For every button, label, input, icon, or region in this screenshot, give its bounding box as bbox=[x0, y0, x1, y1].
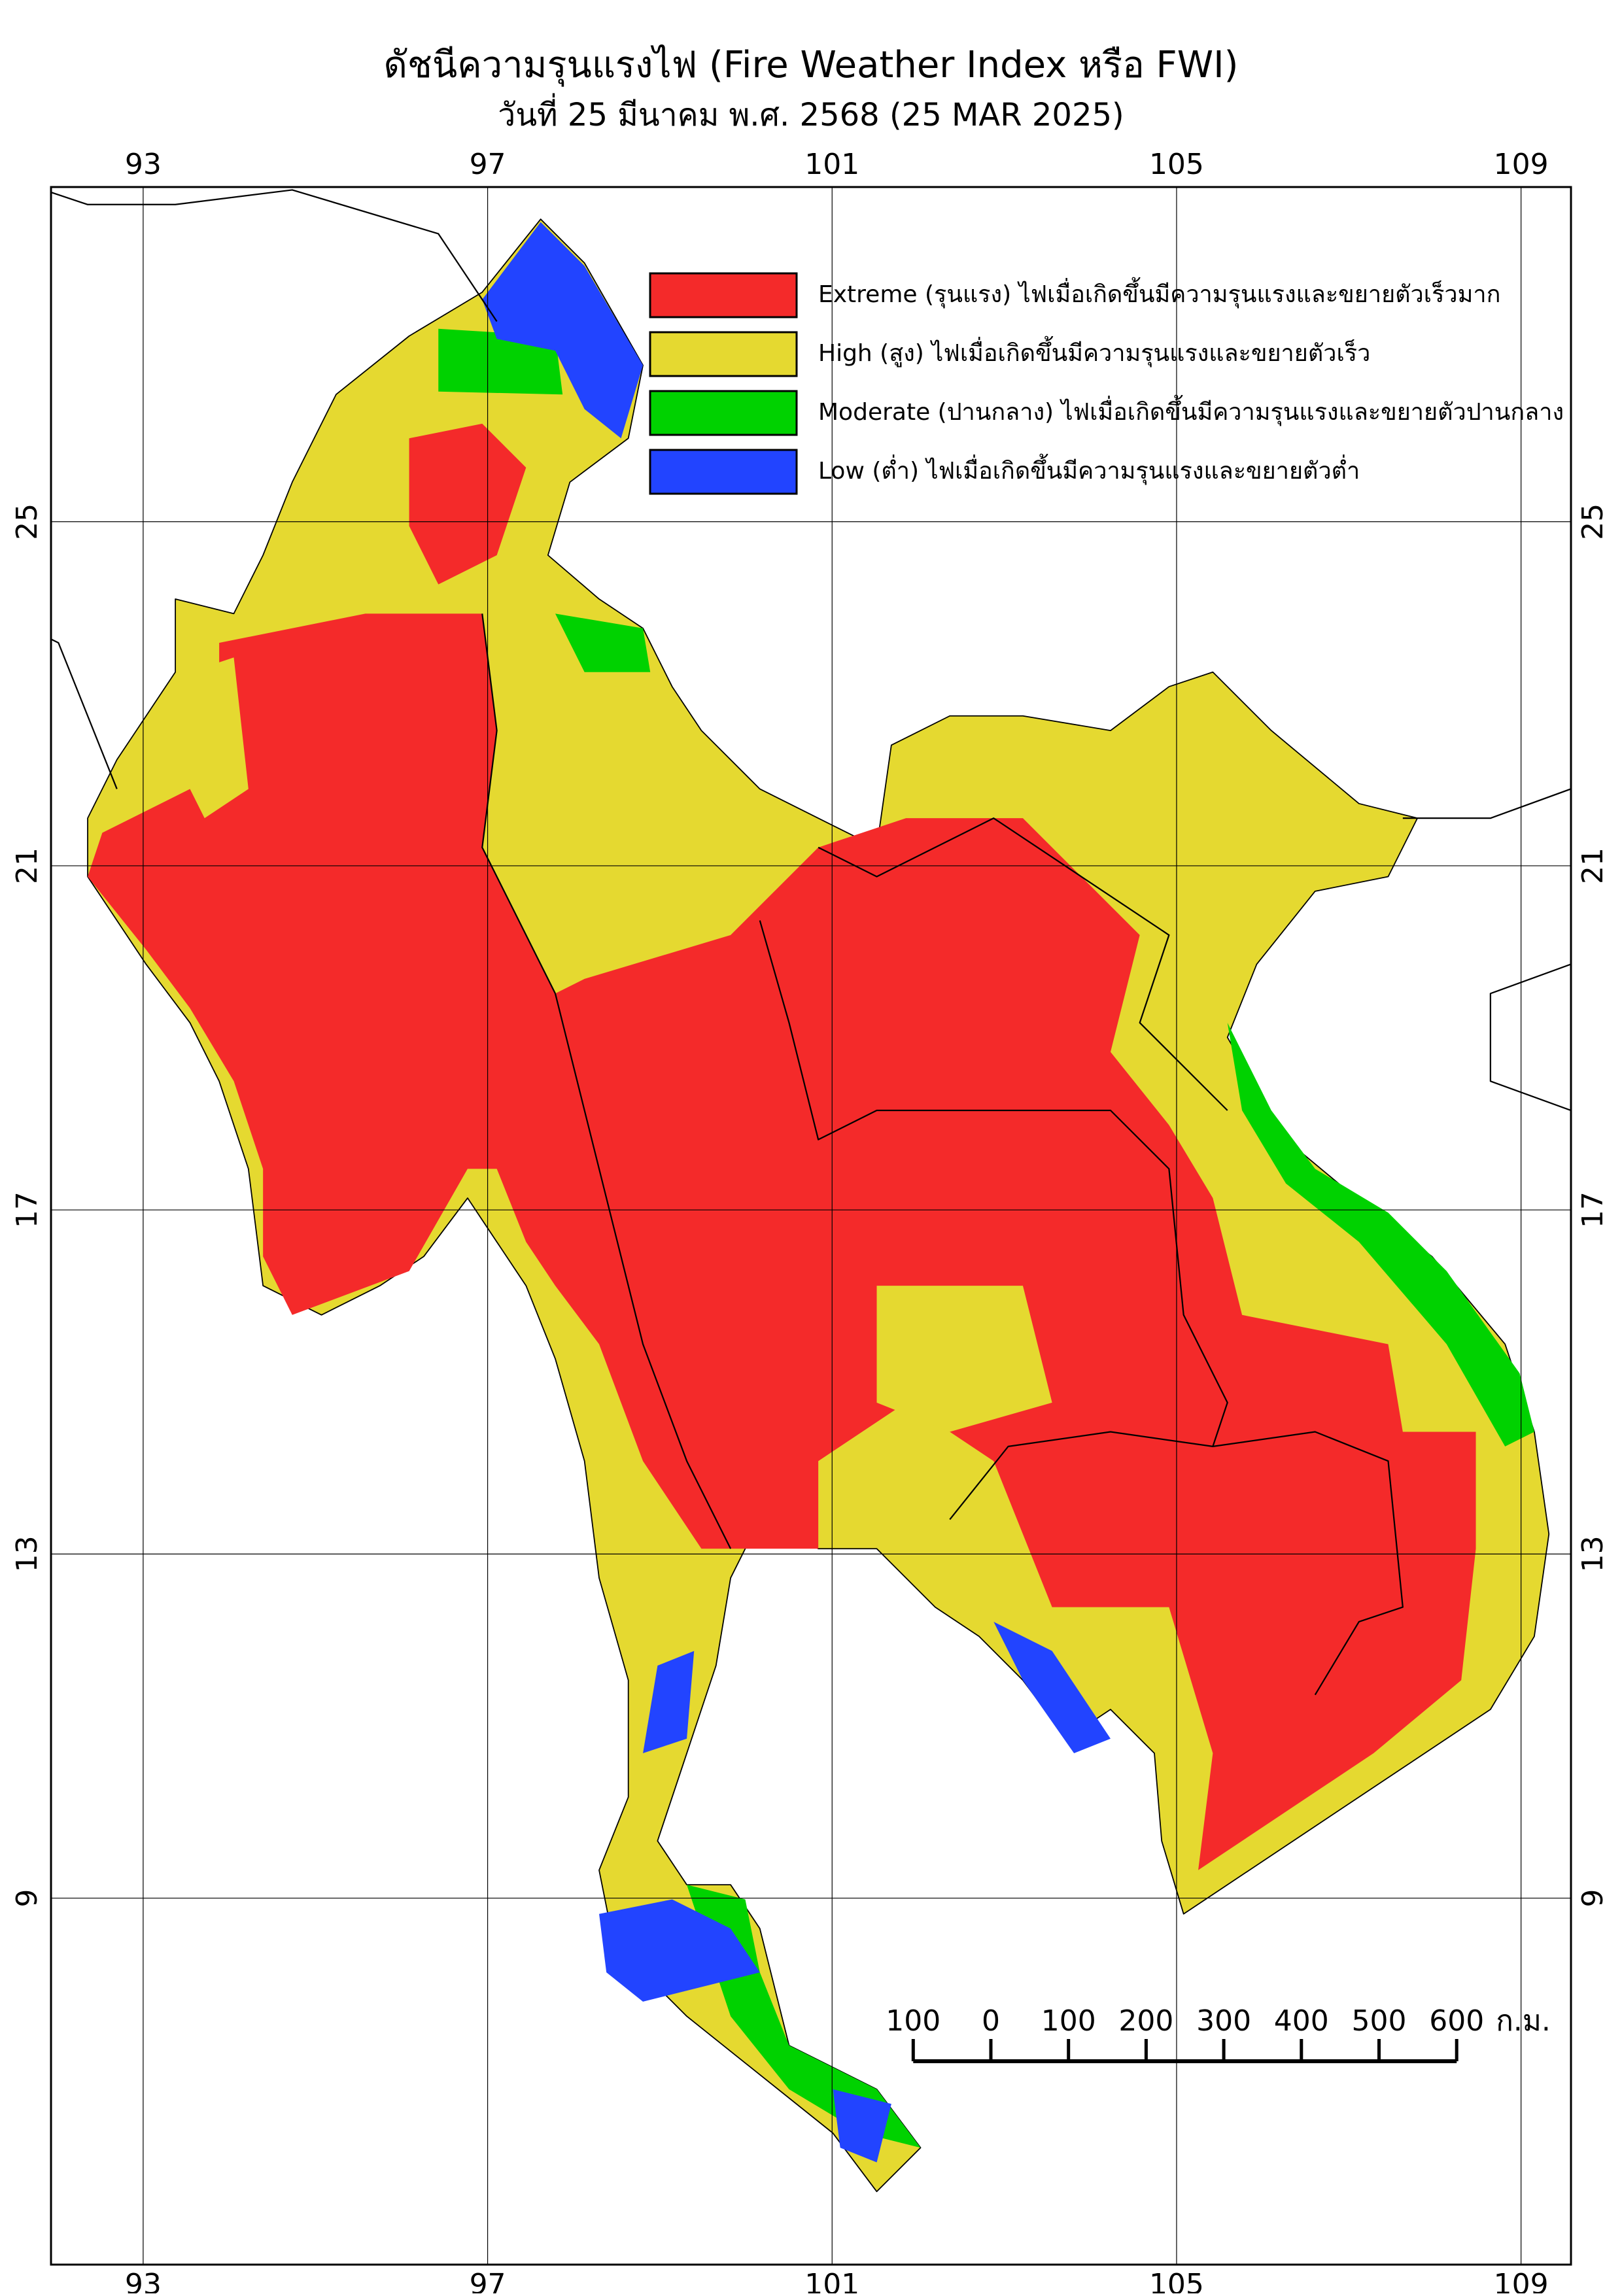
legend-label: Extreme (รุนแรง) ไฟเมื่อเกิดขึ้นมีความรุ… bbox=[818, 277, 1500, 309]
x-tick-label: 105 bbox=[1149, 148, 1204, 181]
scale-bar: ก.ม. 100 0 100 200 300 400 500 600 bbox=[886, 2004, 1551, 2063]
border bbox=[554, 993, 732, 1549]
fwi-regions bbox=[51, 189, 1571, 2193]
legend-label: Low (ต่ำ) ไฟเมื่อเกิดขึ้นมีความรุนแรงและ… bbox=[818, 453, 1360, 485]
legend-swatch bbox=[649, 272, 798, 318]
border bbox=[949, 1431, 1404, 1696]
high-region bbox=[876, 1286, 1052, 1432]
legend: Extreme (รุนแรง) ไฟเมื่อเกิดขึ้นมีความรุ… bbox=[649, 272, 1564, 495]
land-layer bbox=[51, 189, 1571, 2193]
low-region bbox=[643, 1651, 695, 1754]
y-tick-label: 9 bbox=[1576, 1889, 1610, 1908]
y-tick-label: 21 bbox=[10, 848, 44, 884]
low-region bbox=[993, 1621, 1111, 1754]
x-tick-label: 101 bbox=[804, 2268, 859, 2293]
border bbox=[818, 817, 1228, 1111]
x-tick-label: 93 bbox=[125, 148, 162, 181]
y-tick-label: 25 bbox=[10, 504, 44, 540]
border bbox=[51, 638, 118, 789]
map-frame bbox=[50, 186, 1572, 2266]
low-region bbox=[833, 2089, 891, 2163]
high-region bbox=[175, 657, 249, 819]
scale-label: 100 bbox=[886, 2004, 940, 2038]
scale-label: 600 bbox=[1429, 2004, 1484, 2038]
legend-swatch bbox=[649, 331, 798, 377]
legend-swatch bbox=[649, 449, 798, 495]
scale-label: 0 bbox=[982, 2004, 1000, 2038]
legend-label: Moderate (ปานกลาง) ไฟเมื่อเกิดขึ้นมีความ… bbox=[818, 394, 1564, 426]
coast bbox=[1402, 788, 1571, 819]
legend-swatch bbox=[649, 390, 798, 436]
x-tick-label: 97 bbox=[470, 148, 506, 181]
x-tick-label: 109 bbox=[1494, 148, 1549, 181]
scale-label: 100 bbox=[1041, 2004, 1096, 2038]
border bbox=[481, 613, 556, 994]
moderate-region bbox=[555, 613, 651, 672]
x-tick-label: 101 bbox=[804, 148, 859, 181]
x-tick-label: 97 bbox=[470, 2268, 506, 2293]
y-tick-label: 17 bbox=[1576, 1191, 1610, 1228]
scale-label: 200 bbox=[1118, 2004, 1173, 2038]
x-tick-label: 93 bbox=[125, 2268, 162, 2293]
moderate-region bbox=[1227, 1022, 1534, 1447]
y-tick-label: 21 bbox=[1576, 848, 1610, 884]
y-tick-label: 25 bbox=[1576, 504, 1610, 540]
y-tick-label: 17 bbox=[10, 1191, 44, 1228]
low-region bbox=[599, 1899, 760, 2002]
borders bbox=[51, 189, 1571, 1696]
scale-label: 300 bbox=[1196, 2004, 1251, 2038]
x-tick-label: 109 bbox=[1494, 2268, 1549, 2293]
scale-label: 500 bbox=[1352, 2004, 1407, 2038]
y-tick-label: 13 bbox=[1576, 1535, 1610, 1572]
map-title: ดัชนีความรุนแรงไฟ (Fire Weather Index หร… bbox=[384, 44, 1239, 87]
map-subtitle: วันที่ 25 มีนาคม พ.ศ. 2568 (25 MAR 2025) bbox=[498, 93, 1124, 133]
extreme-region bbox=[409, 423, 526, 585]
y-tick-label: 9 bbox=[10, 1889, 44, 1908]
legend-label: High (สูง) ไฟเมื่อเกิดขึ้นมีความรุนแรงแล… bbox=[818, 335, 1370, 368]
border bbox=[759, 920, 1228, 1447]
low-region bbox=[482, 222, 644, 439]
border bbox=[51, 189, 498, 322]
scale-unit: ก.ม. bbox=[1496, 2004, 1551, 2038]
graticule: 93 93 97 97 101 101 105 105 109 109 25 25 21 21 17 17 13… bbox=[10, 148, 1610, 2296]
coast bbox=[1489, 963, 1571, 1112]
extreme-region bbox=[88, 613, 1476, 1870]
scale-label: 400 bbox=[1274, 2004, 1329, 2038]
x-tick-label: 105 bbox=[1149, 2268, 1204, 2293]
y-tick-label: 13 bbox=[10, 1535, 44, 1572]
